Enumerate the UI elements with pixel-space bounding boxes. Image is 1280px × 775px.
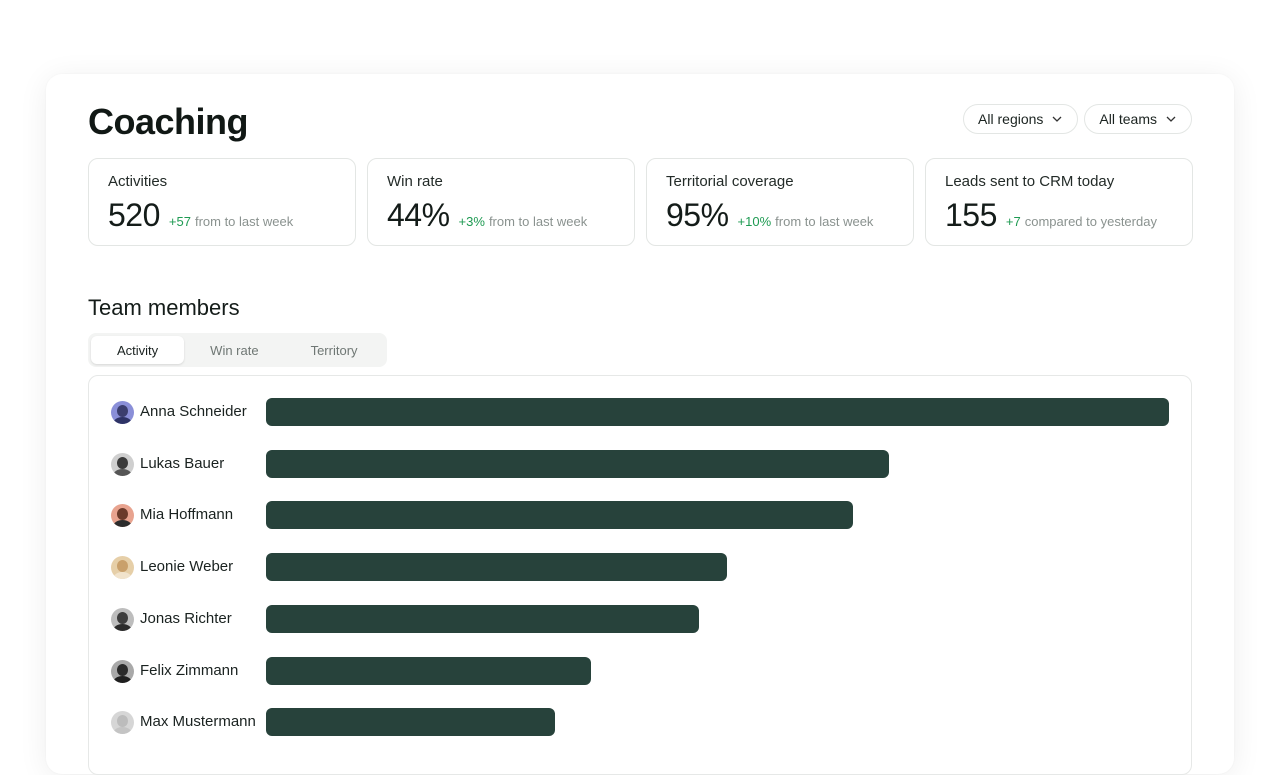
activity-bar[interactable] — [266, 398, 1169, 426]
region-filter-label: All regions — [978, 111, 1044, 127]
stat-value: 155 — [945, 197, 997, 233]
stat-card-leads-sent: Leads sent to CRM today 155 +7 compared … — [925, 158, 1193, 246]
team-activity-chart: Anna Schneider Lukas Bauer Mia Hoffmann Leo… — [88, 375, 1192, 775]
stat-delta: +7 — [1005, 214, 1021, 229]
member-name: Leonie Weber — [140, 558, 234, 575]
stat-delta: +10% — [737, 214, 772, 229]
member-row[interactable]: Mia Hoffmann — [111, 501, 1171, 529]
stat-value: 44% — [387, 197, 450, 233]
activity-bar[interactable] — [266, 708, 555, 736]
avatar — [111, 556, 134, 579]
tab-activity[interactable]: Activity — [91, 336, 185, 364]
stat-note: from to last week — [775, 214, 874, 229]
stat-value: 520 — [108, 197, 160, 233]
page-title: Coaching — [88, 101, 249, 142]
stat-note: compared to yesterday — [1024, 214, 1157, 229]
avatar — [111, 711, 134, 734]
avatar — [111, 504, 134, 527]
member-row[interactable]: Leonie Weber — [111, 553, 1171, 581]
activity-bar[interactable] — [266, 605, 699, 633]
avatar — [111, 401, 134, 424]
chevron-down-icon — [1166, 116, 1176, 122]
stat-card-activities: Activities 520 +57 from to last week — [88, 158, 356, 246]
team-filter-label: All teams — [1099, 111, 1157, 127]
activity-bar[interactable] — [266, 450, 889, 478]
stat-label: Win rate — [387, 173, 443, 190]
member-row[interactable]: Jonas Richter — [111, 605, 1171, 633]
stat-delta: +3% — [458, 214, 485, 229]
member-name: Anna Schneider — [140, 403, 247, 420]
stat-note: from to last week — [194, 214, 294, 229]
metric-tabs: Activity Win rate Territory — [88, 333, 387, 367]
filter-bar: All regions All teams — [963, 104, 1192, 134]
member-name: Lukas Bauer — [140, 455, 225, 472]
member-name: Max Mustermann — [140, 713, 256, 730]
member-row[interactable]: Lukas Bauer — [111, 450, 1171, 478]
region-filter-dropdown[interactable]: All regions — [963, 104, 1079, 134]
stat-label: Activities — [108, 173, 168, 190]
stat-cards: Activities 520 +57 from to last week Win… — [88, 158, 1193, 246]
member-row[interactable]: Felix Zimmann — [111, 657, 1171, 685]
team-members-heading: Team members — [88, 295, 240, 320]
member-name: Felix Zimmann — [140, 662, 239, 679]
stat-card-territorial-coverage: Territorial coverage 95% +10% from to la… — [646, 158, 914, 246]
stat-note: from to last week — [488, 214, 588, 229]
tab-win-rate[interactable]: Win rate — [210, 342, 259, 358]
stat-card-win-rate: Win rate 44% +3% from to last week — [367, 158, 635, 246]
chevron-down-icon — [1052, 116, 1062, 122]
stat-delta: +57 — [168, 214, 191, 229]
member-row[interactable]: Max Mustermann — [111, 708, 1171, 736]
member-name: Mia Hoffmann — [140, 506, 234, 523]
avatar — [111, 453, 134, 476]
stat-value: 95% — [666, 197, 729, 233]
member-row[interactable]: Anna Schneider — [111, 398, 1171, 426]
activity-bar[interactable] — [266, 553, 727, 581]
activity-bar[interactable] — [266, 501, 853, 529]
avatar — [111, 660, 134, 683]
team-filter-dropdown[interactable]: All teams — [1084, 104, 1192, 134]
member-name: Jonas Richter — [140, 610, 232, 627]
avatar — [111, 608, 134, 631]
stat-label: Territorial coverage — [666, 173, 794, 190]
activity-bar[interactable] — [266, 657, 591, 685]
tab-territory[interactable]: Territory — [310, 342, 358, 358]
stat-label: Leads sent to CRM today — [945, 173, 1115, 190]
